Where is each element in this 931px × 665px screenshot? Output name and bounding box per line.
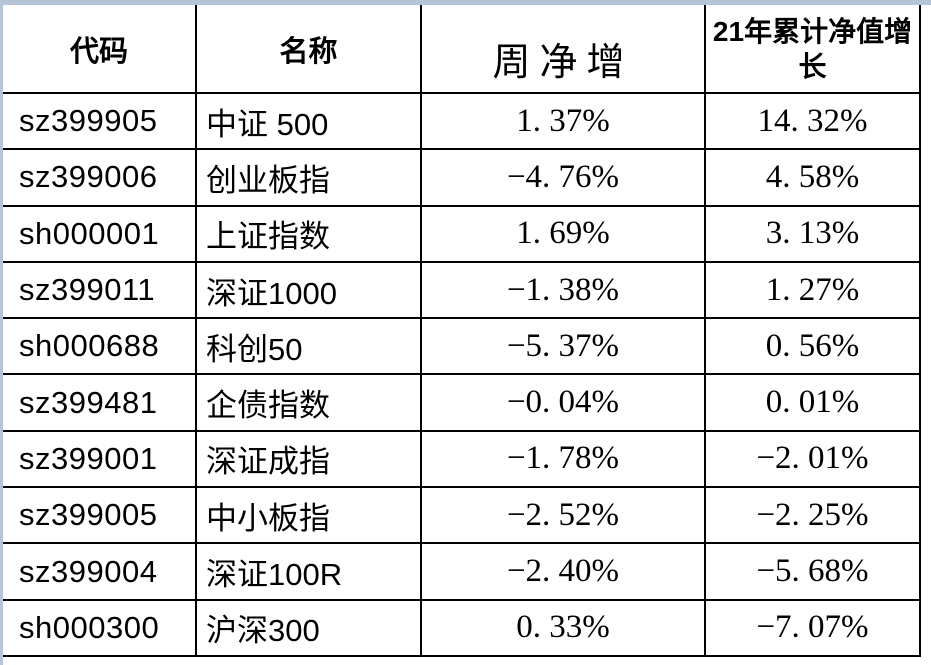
table-row: sh000001 上证指数 1. 69% 3. 13%: [3, 204, 921, 263]
code-cell: sh000688: [3, 317, 197, 376]
week-change-cell: −1. 38%: [420, 260, 706, 320]
header-row: 代码 名称 周净增 21年累计净值增长: [3, 5, 921, 94]
week-change-cell: 0. 33%: [420, 598, 706, 658]
ytd-growth-cell: 3. 13%: [704, 204, 921, 263]
table-row: sz399001 深证成指 −1. 78% −2. 01%: [3, 429, 921, 489]
ytd-growth-cell: 4. 58%: [704, 148, 921, 207]
week-change-cell: −0. 04%: [420, 373, 706, 432]
column-header-name: 名称: [195, 5, 422, 94]
column-header-code: 代码: [3, 5, 197, 94]
name-cell: 深证成指: [195, 429, 422, 489]
spreadsheet-gridline-top: [0, 0, 931, 5]
code-cell: sz399006: [3, 148, 197, 207]
name-cell: 上证指数: [195, 204, 422, 263]
table-row: sz399005 中小板指 −2. 52% −2. 25%: [3, 486, 921, 545]
column-header-ytd-growth: 21年累计净值增长: [704, 5, 921, 94]
week-change-cell: −5. 37%: [420, 317, 706, 376]
ytd-growth-cell: −2. 01%: [704, 429, 921, 489]
code-cell: sz399481: [3, 373, 197, 432]
name-cell: 科创50: [195, 317, 422, 376]
week-change-cell: 1. 37%: [420, 91, 706, 151]
ytd-growth-cell: −2. 25%: [704, 486, 921, 545]
name-cell: 深证1000: [195, 260, 422, 320]
week-change-cell: −4. 76%: [420, 148, 706, 207]
code-cell: sz399005: [3, 486, 197, 545]
ytd-growth-cell: 0. 01%: [704, 373, 921, 432]
week-change-cell: 1. 69%: [420, 204, 706, 263]
code-cell: sz399011: [3, 260, 197, 320]
column-header-week-change: 周净增: [420, 5, 706, 94]
week-change-cell: −1. 78%: [420, 429, 706, 489]
name-cell: 深证100R: [195, 542, 422, 601]
name-cell: 创业板指: [195, 148, 422, 207]
name-cell: 中小板指: [195, 486, 422, 545]
code-cell: sh000300: [3, 598, 197, 658]
ytd-growth-cell: −5. 68%: [704, 542, 921, 601]
code-cell: sz399004: [3, 542, 197, 601]
code-cell: sz399001: [3, 429, 197, 489]
table-row: sh000300 沪深300 0. 33% −7. 07%: [3, 598, 921, 658]
table-row: sz399011 深证1000 −1. 38% 1. 27%: [3, 260, 921, 320]
ytd-growth-cell: 14. 32%: [704, 91, 921, 151]
table-row: sz399905 中证 500 1. 37% 14. 32%: [3, 91, 921, 151]
table-row: sh000688 科创50 −5. 37% 0. 56%: [3, 317, 921, 376]
table-row: sz399006 创业板指 −4. 76% 4. 58%: [3, 148, 921, 207]
week-change-cell: −2. 40%: [420, 542, 706, 601]
ytd-growth-cell: −7. 07%: [704, 598, 921, 658]
index-performance-table: 代码 名称 周净增 21年累计净值增长 sz399905 中证 500 1. 3…: [3, 5, 921, 658]
code-cell: sh000001: [3, 204, 197, 263]
spreadsheet-gridline-left: [0, 0, 3, 665]
ytd-growth-cell: 0. 56%: [704, 317, 921, 376]
week-change-cell: −2. 52%: [420, 486, 706, 545]
name-cell: 沪深300: [195, 598, 422, 658]
name-cell: 中证 500: [195, 91, 422, 151]
name-cell: 企债指数: [195, 373, 422, 432]
table-row: sz399481 企债指数 −0. 04% 0. 01%: [3, 373, 921, 432]
code-cell: sz399905: [3, 91, 197, 151]
table-row: sz399004 深证100R −2. 40% −5. 68%: [3, 542, 921, 601]
ytd-growth-cell: 1. 27%: [704, 260, 921, 320]
